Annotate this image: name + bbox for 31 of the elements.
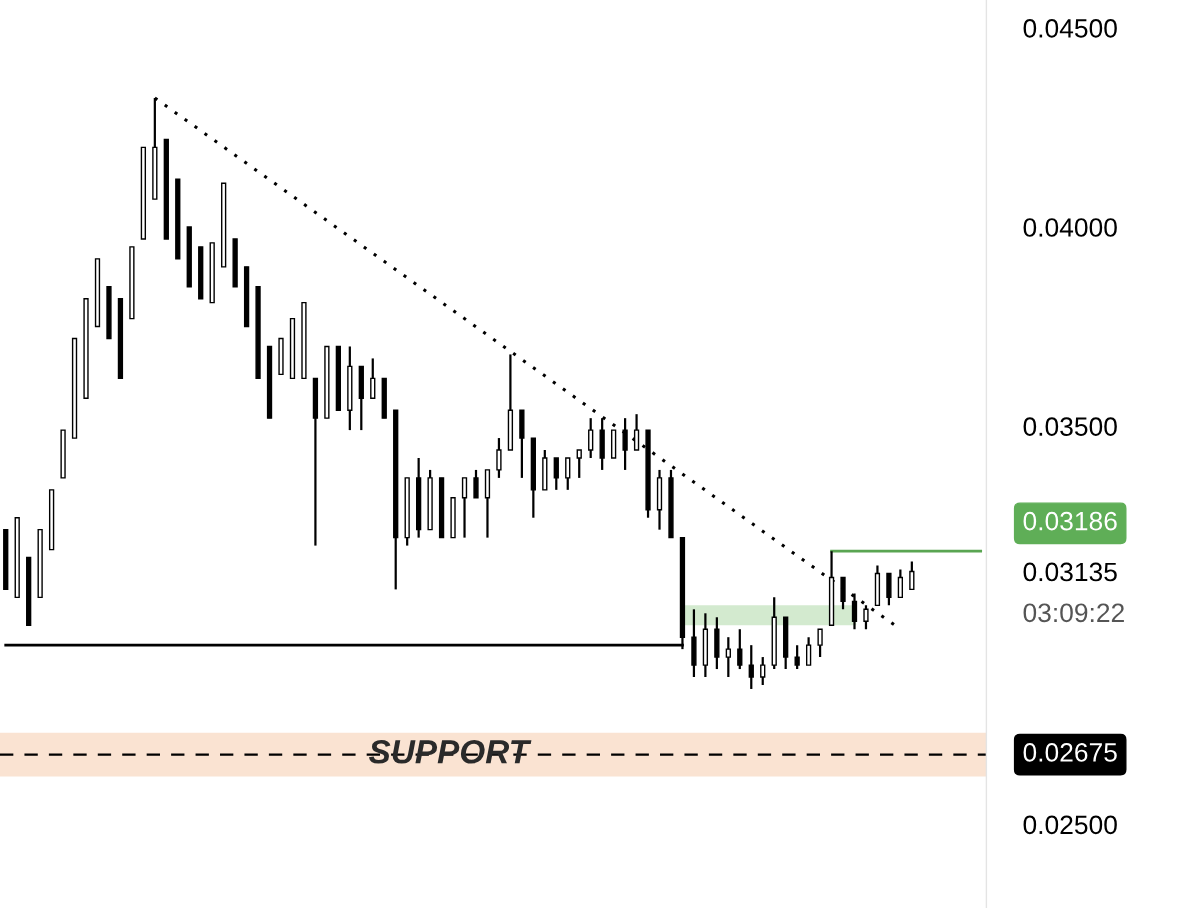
candlestick — [370, 357, 376, 400]
y-tick-label: 0.02500 — [1023, 815, 1117, 835]
candlestick — [805, 636, 812, 667]
candlestick — [725, 636, 731, 679]
candlestick — [737, 628, 743, 671]
candlestick — [909, 560, 915, 591]
candlestick — [840, 576, 846, 611]
ref-line-label: 0.02675 — [1023, 743, 1117, 762]
candlestick — [496, 436, 502, 479]
y-tick-label: 0.04000 — [1023, 218, 1117, 237]
candlestick — [748, 644, 754, 691]
candlestick — [473, 468, 479, 499]
candlestick — [886, 572, 892, 607]
candlestick — [553, 456, 559, 491]
candlestick — [622, 417, 628, 472]
band-label: SUPPORT — [368, 740, 532, 764]
candlestick — [897, 568, 904, 599]
candlestick — [817, 628, 823, 659]
text: 0.03186 — [1023, 511, 1117, 531]
y-tick-label: 0.03135 — [1023, 562, 1117, 582]
candlestick — [461, 476, 468, 539]
candlestick — [565, 456, 571, 491]
candlestick — [633, 413, 640, 452]
text: 03:09:22 — [1023, 603, 1124, 623]
y-tick-label: 0.03500 — [1023, 417, 1117, 436]
candlestick — [794, 644, 800, 671]
y-tick-label: 0.04500 — [1023, 19, 1117, 38]
candlestick — [760, 656, 766, 687]
candlestick — [863, 604, 869, 631]
candlestick — [588, 417, 594, 460]
candlestick — [576, 448, 582, 479]
